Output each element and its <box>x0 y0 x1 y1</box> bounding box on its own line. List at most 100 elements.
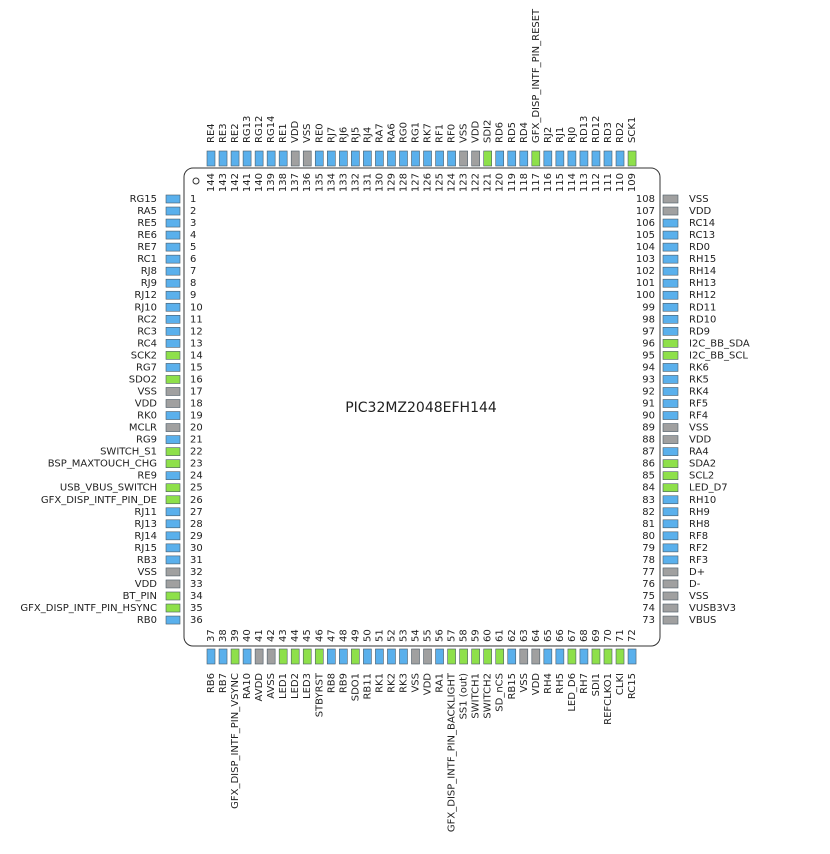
pin-label: RD13 <box>579 116 590 143</box>
pin-number: 68 <box>579 629 590 642</box>
pin <box>662 483 679 493</box>
pin-number: 62 <box>507 629 518 642</box>
pin-label: RH13 <box>689 278 716 289</box>
pin <box>165 230 181 240</box>
pin-number: 36 <box>190 615 203 626</box>
pin-number: 103 <box>636 254 655 265</box>
pin <box>662 242 679 252</box>
pin-number: 101 <box>636 278 655 289</box>
pin <box>662 459 679 468</box>
pin-number: 116 <box>543 173 554 192</box>
pin-number: 14 <box>190 350 203 361</box>
pin-label: RA10 <box>242 673 253 699</box>
pin-label: RD3 <box>603 122 614 143</box>
pin <box>459 648 468 665</box>
pin1-marker <box>192 177 200 185</box>
pin <box>555 648 565 665</box>
pin-label: LED2 <box>290 673 301 699</box>
pin-label: RA4 <box>689 447 709 458</box>
pin <box>165 435 181 444</box>
pin-number: 47 <box>326 629 337 642</box>
pin <box>165 543 181 553</box>
pin-label: SCK2 <box>131 350 157 361</box>
pin-label: RD12 <box>591 116 602 143</box>
pin-label: GFX_DISP_INTF_PIN_DE <box>41 495 157 506</box>
pin <box>662 411 679 420</box>
pin-number: 96 <box>642 338 655 349</box>
pin <box>165 567 181 577</box>
pin-number: 13 <box>190 338 203 349</box>
pin <box>507 150 517 167</box>
pin-label: RG0 <box>398 122 409 143</box>
pin <box>165 327 181 336</box>
pin-label: RB9 <box>338 673 349 693</box>
pin-number: 45 <box>302 629 313 642</box>
pin-label: RJ1 <box>555 127 566 143</box>
pin-label: SDI2 <box>483 120 494 143</box>
pin-label: RE0 <box>314 123 325 143</box>
pin <box>531 648 541 665</box>
pin <box>615 150 625 167</box>
pin <box>662 266 679 276</box>
pin <box>495 648 505 665</box>
pin <box>387 648 396 665</box>
pin <box>435 150 444 167</box>
pin <box>339 150 348 167</box>
pin-number: 39 <box>230 629 241 642</box>
pin-label: RG12 <box>254 116 265 143</box>
pin-number: 41 <box>254 629 265 642</box>
pin-number: 90 <box>642 411 655 422</box>
pin-number: 52 <box>386 629 397 642</box>
pin <box>165 218 181 228</box>
pin <box>165 266 181 276</box>
pin <box>662 531 679 541</box>
pin-number: 74 <box>642 603 655 614</box>
pin <box>266 648 276 665</box>
pin-label: LED_D7 <box>689 483 728 494</box>
pin <box>165 290 181 300</box>
pin <box>662 339 679 348</box>
pin-label: RE1 <box>278 123 289 143</box>
pin-number: 91 <box>642 399 655 410</box>
pin-number: 53 <box>398 629 409 642</box>
pin-label: RA7 <box>374 123 385 143</box>
pin <box>662 278 679 288</box>
pin-label: VDD <box>531 673 542 696</box>
pin <box>399 648 408 665</box>
pin-label: RH12 <box>689 290 716 301</box>
pin-number: 49 <box>350 629 361 642</box>
pin-number: 75 <box>642 591 655 602</box>
pin-number: 20 <box>190 423 203 434</box>
pin-number: 109 <box>627 173 638 192</box>
pin <box>662 567 679 577</box>
pin-number: 57 <box>447 629 458 642</box>
chip-body <box>183 167 661 647</box>
pin-number: 72 <box>627 629 638 642</box>
pin-label: RB11 <box>362 673 373 700</box>
pin <box>662 375 679 384</box>
pin <box>483 648 492 665</box>
pin-number: 43 <box>278 629 289 642</box>
pin <box>615 648 625 665</box>
pin-label: VSS <box>689 591 709 602</box>
pin-label: VSS <box>137 386 157 397</box>
pin-label: RG7 <box>136 362 157 373</box>
pin-label: RB6 <box>206 673 217 693</box>
pin-label: VDD <box>135 399 158 410</box>
pin-label: RJ4 <box>362 127 373 143</box>
pin-label: RF8 <box>689 531 708 542</box>
pin-number: 16 <box>190 374 203 385</box>
pin <box>165 579 181 589</box>
pin-label: RK4 <box>689 386 709 397</box>
pin-number: 113 <box>579 173 590 192</box>
pin-number: 92 <box>642 386 655 397</box>
pin-number: 81 <box>642 519 655 530</box>
pin-number: 86 <box>642 459 655 470</box>
pin-number: 30 <box>190 543 203 554</box>
pin-number: 84 <box>642 483 655 494</box>
pin <box>662 327 679 336</box>
pin-label: RJ6 <box>338 127 349 143</box>
pin-number: 69 <box>591 629 602 642</box>
pin <box>165 194 181 204</box>
